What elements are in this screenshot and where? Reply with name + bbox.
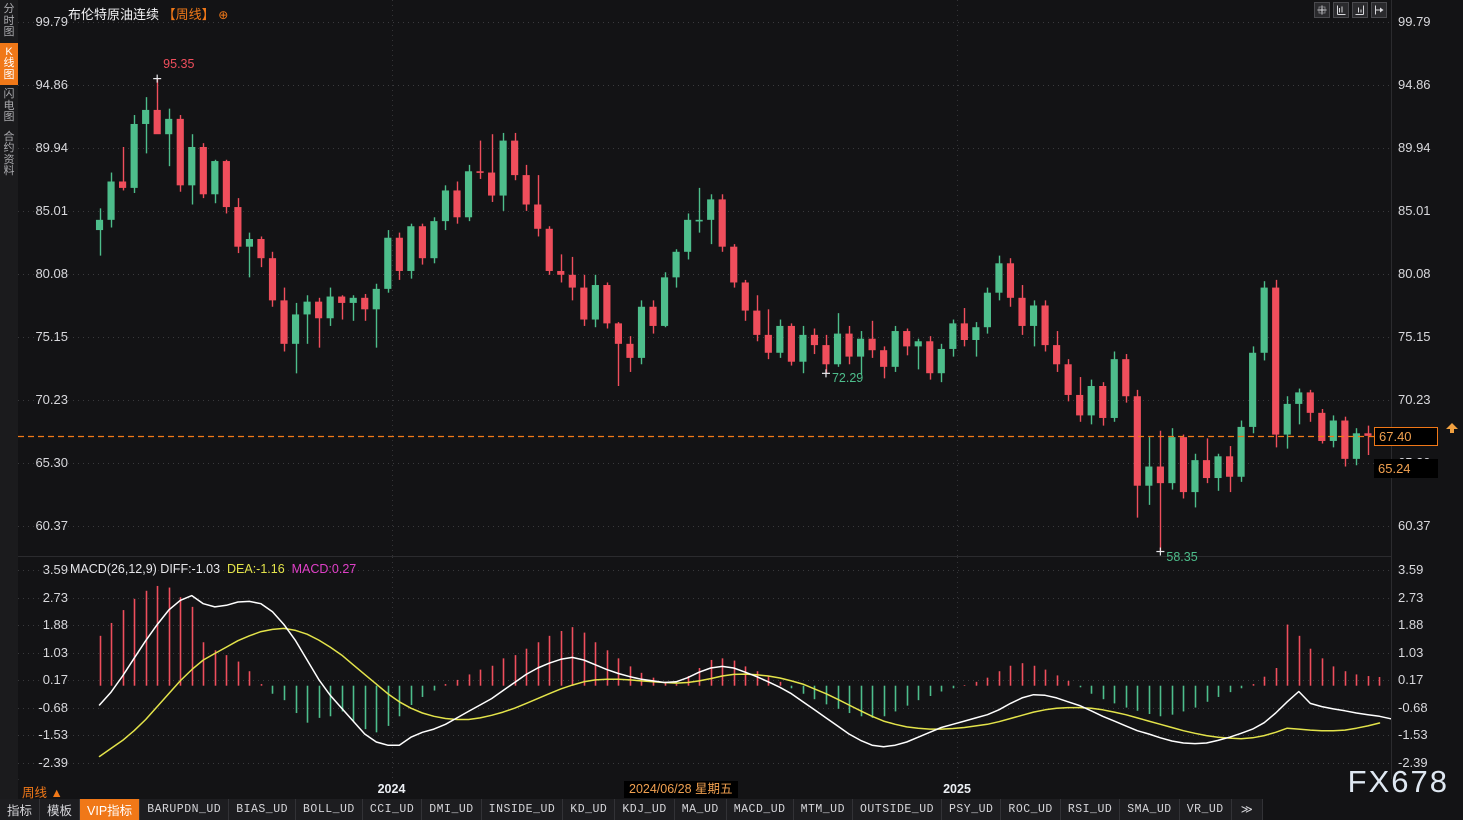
cci-ud-button[interactable]: CCI_UD <box>362 799 423 820</box>
x-axis-tick: 2025 <box>943 782 971 796</box>
axis-left-icon[interactable] <box>1333 2 1349 18</box>
macd-tick-left: 1.03 <box>42 644 68 660</box>
expand-icon[interactable] <box>1371 2 1387 18</box>
price-axis-right[interactable]: 99.7994.8689.9485.0180.0875.1570.2365.30… <box>1391 0 1463 779</box>
macd-tick-left: 3.59 <box>42 562 68 578</box>
macd-plot <box>18 557 1392 779</box>
outside-ud-button[interactable]: OUTSIDE_UD <box>852 799 942 820</box>
macd-dea-value: DEA:-1.16 <box>227 562 285 576</box>
price-tick-left: 94.86 <box>35 76 68 92</box>
kdj-ud-button[interactable]: KDJ_UD <box>615 799 675 820</box>
indicator-button[interactable]: 指标 <box>0 799 41 820</box>
last-price-tag: 65.24 <box>1374 459 1438 479</box>
price-tick-left: 80.08 <box>35 265 68 281</box>
macd-tick-left: -2.39 <box>38 754 68 770</box>
macd-tick-left: 0.17 <box>42 672 68 688</box>
price-tick-right: 80.08 <box>1398 265 1431 281</box>
mtm-ud-button[interactable]: MTM_UD <box>793 799 853 820</box>
symbol-name: 布伦特原油连续 <box>68 7 160 22</box>
sidebar-item-timeshare-chart[interactable]: 分时图 <box>3 3 15 38</box>
price-tick-right: 94.86 <box>1398 76 1431 92</box>
roc-ud-button[interactable]: ROC_UD <box>1001 799 1061 820</box>
chart-title: 布伦特原油连续 【周线】 ⊕ <box>68 4 228 23</box>
high-price-annotation: 95.35 <box>163 56 195 71</box>
ma-ud-button[interactable]: MA_UD <box>674 799 727 820</box>
price-tick-left: 85.01 <box>35 202 68 218</box>
macd-tick-left: -0.68 <box>38 699 68 715</box>
macd-tick-left: 2.73 <box>42 589 68 605</box>
macd-tick-right: 3.59 <box>1398 562 1424 578</box>
crosshair-icon[interactable] <box>1314 2 1330 18</box>
price-tick-right: 85.01 <box>1398 202 1431 218</box>
macd-tick-right: 1.03 <box>1398 644 1424 660</box>
globe-icon[interactable]: ⊕ <box>218 8 229 22</box>
bottom-toolbar: 指标 模板 VIP指标 BARUPDN_UD BIAS_UD BOLL_UD CCI_UD D… <box>0 799 1463 820</box>
price-tick-right: 60.37 <box>1398 517 1431 533</box>
vr-ud-button[interactable]: VR_UD <box>1179 799 1232 820</box>
price-tick-left: 65.30 <box>35 454 68 470</box>
low-price-annotation-1: 72.29 <box>831 371 864 386</box>
toolbar-filler <box>1263 799 1463 820</box>
rsi-ud-button[interactable]: RSI_UD <box>1060 799 1121 820</box>
macd-value: MACD:0.27 <box>291 562 357 576</box>
candlestick-plot <box>18 0 1391 556</box>
macd-tick-left: 1.88 <box>42 617 68 633</box>
watermark: FX678 <box>1347 764 1449 799</box>
macd-legend: MACD(26,12,9) DIFF:-1.03 DEA:-1.16 MACD:… <box>70 562 356 576</box>
macd-tick-right: -0.68 <box>1398 699 1428 715</box>
price-tick-left: 89.94 <box>35 139 68 155</box>
sidebar-item-contract-info[interactable]: 合约资料 <box>3 130 15 177</box>
chart-area: 99.79 94.86 89.94 85.01 80.08 75.15 70.23 65.30… <box>18 0 1463 820</box>
x-axis: 2024 2025 <box>18 780 1463 799</box>
price-tick-left: 75.15 <box>35 328 68 344</box>
macd-ud-button[interactable]: MACD_UD <box>726 799 794 820</box>
macd-tick-right: -1.53 <box>1398 726 1428 742</box>
macd-tick-left: -1.53 <box>38 726 68 742</box>
boll-ud-button[interactable]: BOLL_UD <box>296 799 363 820</box>
price-tick-left: 99.79 <box>35 13 68 29</box>
dmi-ud-button[interactable]: DMI_UD <box>422 799 482 820</box>
macd-tick-right: -2.39 <box>1398 754 1428 770</box>
sma-ud-button[interactable]: SMA_UD <box>1120 799 1180 820</box>
period-toggle[interactable]: 周线 ▲ <box>22 786 63 800</box>
vip-indicator-button[interactable]: VIP指标 <box>80 799 141 820</box>
price-tick-right: 75.15 <box>1398 328 1431 344</box>
bias-ud-button[interactable]: BIAS_UD <box>229 799 297 820</box>
macd-tick-right: 0.17 <box>1398 672 1424 688</box>
date-label: 2024/06/28 星期五 <box>624 781 738 798</box>
barupdn-ud-button[interactable]: BARUPDN_UD <box>140 799 230 820</box>
psy-ud-button[interactable]: PSY_UD <box>942 799 1002 820</box>
template-button[interactable]: 模板 <box>40 799 81 820</box>
chart-tool-icons <box>1314 2 1387 18</box>
macd-title: MACD(26,12,9) DIFF:-1.03 <box>70 562 221 576</box>
macd-tick-right: 1.88 <box>1398 617 1424 633</box>
price-tick-right: 99.79 <box>1398 13 1431 29</box>
period-label: 【周线】 <box>162 7 215 22</box>
inside-ud-button[interactable]: INSIDE_UD <box>481 799 564 820</box>
price-arrow-icon <box>1444 422 1460 445</box>
price-tick-left: 70.23 <box>35 391 68 407</box>
current-price-tag: 67.40 <box>1374 426 1438 446</box>
low-price-annotation-2: 58.35 <box>1166 549 1198 564</box>
price-tick-left: 60.37 <box>35 517 68 533</box>
kd-ud-button[interactable]: KD_UD <box>563 799 616 820</box>
axis-right-icon[interactable] <box>1352 2 1368 18</box>
price-tick-right: 89.94 <box>1398 139 1431 155</box>
x-axis-tick: 2024 <box>377 782 406 796</box>
sidebar-item-lightning-chart[interactable]: 闪电图 <box>3 88 15 123</box>
macd-pane[interactable] <box>18 557 1392 779</box>
price-pane[interactable] <box>18 0 1391 557</box>
more-indicators-button[interactable]: ≫ <box>1231 799 1264 820</box>
macd-tick-right: 2.73 <box>1398 589 1424 605</box>
price-tick-right: 70.23 <box>1398 391 1431 407</box>
